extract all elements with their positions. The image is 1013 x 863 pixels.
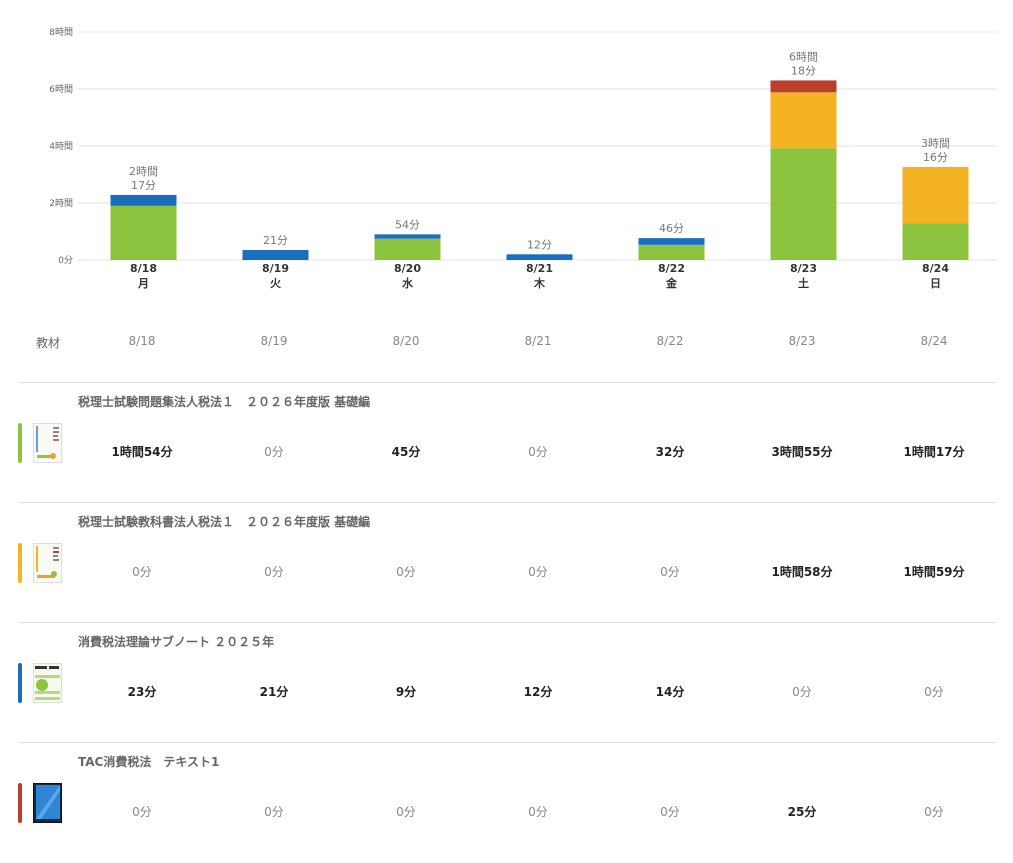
x-tick-label: 8/18 xyxy=(130,262,157,275)
material-column-label: 教材 xyxy=(36,336,61,350)
time-cell: 0分 xyxy=(660,805,680,819)
time-cell: 21分 xyxy=(259,685,289,699)
x-tick-label: 8/19 xyxy=(262,262,289,275)
material-color-bar xyxy=(18,783,22,823)
bar-segment xyxy=(770,148,837,260)
total-label: 6時間 xyxy=(789,50,818,63)
time-cell: 1時間17分 xyxy=(903,445,965,459)
material-title[interactable]: TAC消費税法 テキスト1 xyxy=(78,755,220,769)
total-label: 21分 xyxy=(263,234,288,247)
material-row[interactable]: 税理士試験問題集法人税法１ ２０２６年度版 基礎編 1時間54分 0分 45分 … xyxy=(18,382,997,503)
time-cell: 0分 xyxy=(660,565,680,579)
time-cell: 0分 xyxy=(264,805,284,819)
time-cell: 14分 xyxy=(655,685,685,699)
date-header: 8/22 xyxy=(656,334,684,348)
total-label: 17分 xyxy=(131,179,156,192)
bar-segment xyxy=(638,244,705,260)
study-time-chart: 0分2時間4時間6時間8時間2時間17分8/18月21分8/19火54分8/20… xyxy=(49,27,997,290)
date-header: 8/23 xyxy=(788,334,816,348)
material-row[interactable]: 消費税法理論サブノート ２０２５年 23分 21分 9分 12分 14分 0分 … xyxy=(18,622,997,743)
weekday-label: 木 xyxy=(533,276,546,290)
bar-segment xyxy=(902,223,969,260)
material-color-bar xyxy=(18,663,22,703)
book-cover-icon xyxy=(33,543,62,583)
time-cell: 0分 xyxy=(132,565,152,579)
time-cell: 23分 xyxy=(127,685,157,699)
y-tick-label: 0分 xyxy=(58,255,73,266)
time-cell: 0分 xyxy=(924,685,944,699)
y-tick-label: 6時間 xyxy=(49,84,73,95)
material-title[interactable]: 税理士試験問題集法人税法１ ２０２６年度版 基礎編 xyxy=(78,395,371,409)
total-label: 12分 xyxy=(527,238,552,251)
time-cell: 0分 xyxy=(792,685,812,699)
total-label: 16分 xyxy=(923,151,948,164)
time-cell: 32分 xyxy=(655,445,685,459)
weekday-label: 火 xyxy=(270,277,282,290)
date-header: 8/24 xyxy=(920,334,948,348)
bar-segment xyxy=(902,166,969,224)
time-cell: 0分 xyxy=(528,805,548,819)
material-color-bar xyxy=(18,423,22,463)
bar-segment xyxy=(374,238,441,260)
total-label: 18分 xyxy=(791,64,816,77)
date-header: 8/21 xyxy=(524,334,552,348)
time-cell: 9分 xyxy=(395,685,417,699)
time-cell: 3時間55分 xyxy=(771,445,833,459)
weekday-label: 日 xyxy=(930,277,941,290)
bar-segment xyxy=(770,92,837,149)
x-tick-label: 8/21 xyxy=(526,262,553,275)
material-title[interactable]: 税理士試験教科書法人税法１ ２０２６年度版 基礎編 xyxy=(78,515,371,529)
time-cell: 45分 xyxy=(391,445,421,459)
date-header: 8/18 xyxy=(128,334,156,348)
y-tick-label: 4時間 xyxy=(49,141,73,152)
bar-segment xyxy=(506,254,573,260)
bar-segment xyxy=(638,238,705,245)
time-cell: 0分 xyxy=(264,445,284,459)
bar-segment xyxy=(374,234,441,239)
time-cell: 0分 xyxy=(528,565,548,579)
material-color-bar xyxy=(18,543,22,583)
book-cover-icon xyxy=(33,663,62,703)
x-tick-label: 8/22 xyxy=(658,262,685,275)
time-cell: 0分 xyxy=(396,805,416,819)
time-cell: 1時間54分 xyxy=(111,445,173,459)
y-tick-label: 2時間 xyxy=(49,198,73,209)
date-header: 8/19 xyxy=(260,334,288,348)
table-header-row: 教材 8/18 8/19 8/20 8/21 8/22 8/23 8/24 xyxy=(0,326,1013,356)
total-label: 2時間 xyxy=(129,165,158,178)
material-title[interactable]: 消費税法理論サブノート ２０２５年 xyxy=(78,635,275,649)
book-cover-icon xyxy=(33,783,62,823)
time-cell: 1時間58分 xyxy=(771,565,833,579)
time-cell: 0分 xyxy=(924,805,944,819)
time-cell: 25分 xyxy=(787,805,817,819)
time-cell: 0分 xyxy=(528,445,548,459)
x-tick-label: 8/20 xyxy=(394,262,421,275)
weekday-label: 土 xyxy=(798,276,809,290)
time-cell: 12分 xyxy=(523,685,553,699)
bar-segment xyxy=(770,80,837,93)
time-cell: 0分 xyxy=(132,805,152,819)
weekday-label: 月 xyxy=(137,277,149,290)
weekday-label: 金 xyxy=(665,276,678,290)
date-header: 8/20 xyxy=(392,334,420,348)
bar-segment xyxy=(110,205,177,260)
x-tick-label: 8/24 xyxy=(922,262,949,275)
book-cover-icon xyxy=(33,423,62,463)
time-cell: 0分 xyxy=(396,565,416,579)
total-label: 54分 xyxy=(395,218,420,231)
x-tick-label: 8/23 xyxy=(790,262,817,275)
material-row[interactable]: TAC消費税法 テキスト1 0分 0分 0分 0分 0分 25分 0分 xyxy=(18,742,997,863)
time-cell: 0分 xyxy=(264,565,284,579)
bar-segment xyxy=(242,250,309,260)
y-tick-label: 8時間 xyxy=(49,27,73,38)
material-row[interactable]: 税理士試験教科書法人税法１ ２０２６年度版 基礎編 0分 0分 0分 0分 0分… xyxy=(18,502,997,623)
total-label: 46分 xyxy=(659,222,684,235)
bar-segment xyxy=(110,194,177,206)
weekday-label: 水 xyxy=(402,276,414,290)
time-cell: 1時間59分 xyxy=(903,565,965,579)
total-label: 3時間 xyxy=(921,137,950,150)
